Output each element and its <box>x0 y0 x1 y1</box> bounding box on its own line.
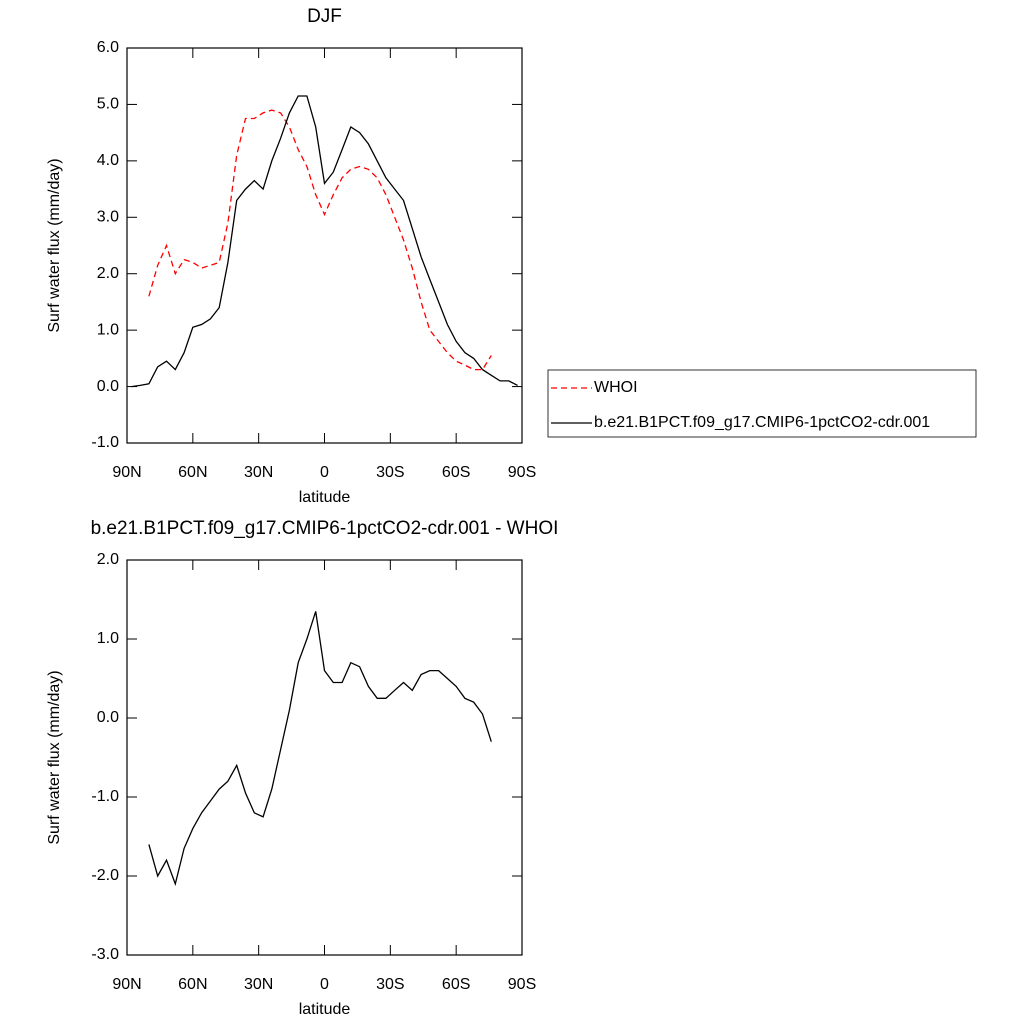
x-tick-label: 60S <box>442 464 470 481</box>
y-axis-label: Surf water flux (mm/day) <box>46 158 63 332</box>
data-line <box>131 95 518 388</box>
chart-title: DJF <box>307 6 342 27</box>
x-tick-label: 60N <box>178 464 207 481</box>
chart-title: b.e21.B1PCT.f09_g17.CMIP6-1pctCO2-cdr.00… <box>91 518 559 539</box>
x-tick-label: 60S <box>442 976 470 993</box>
y-tick-label: 1.0 <box>97 630 119 647</box>
y-tick-label: 0.0 <box>97 378 119 395</box>
y-tick-label: 2.0 <box>97 265 119 282</box>
x-tick-label: 30S <box>376 976 404 993</box>
legend-box <box>547 369 977 438</box>
x-tick-label: 0 <box>320 976 329 993</box>
legend-label: b.e21.B1PCT.f09_g17.CMIP6-1pctCO2-cdr.00… <box>594 414 930 431</box>
plot-frame <box>126 47 523 444</box>
y-tick-label: 2.0 <box>97 551 119 568</box>
x-axis-label: latitude <box>299 1001 351 1018</box>
x-tick-label: 90N <box>112 976 141 993</box>
y-tick-label: -1.0 <box>91 788 119 805</box>
y-tick-label: 0.0 <box>97 709 119 726</box>
y-tick-label: -3.0 <box>91 946 119 963</box>
y-tick-label: 3.0 <box>97 209 119 226</box>
y-axis-label: Surf water flux (mm/day) <box>46 670 63 844</box>
y-tick-label: 6.0 <box>97 39 119 56</box>
x-tick-label: 90N <box>112 464 141 481</box>
data-line <box>148 109 492 371</box>
x-tick-label: 30N <box>244 464 273 481</box>
x-tick-label: 0 <box>320 464 329 481</box>
x-tick-label: 30S <box>376 464 404 481</box>
plot-frame <box>126 559 523 956</box>
x-tick-label: 90S <box>508 464 536 481</box>
y-tick-label: 4.0 <box>97 152 119 169</box>
data-line <box>148 611 492 887</box>
legend-label: WHOI <box>594 379 638 396</box>
y-tick-label: -1.0 <box>91 434 119 451</box>
x-axis-label: latitude <box>299 489 351 506</box>
y-tick-label: 5.0 <box>97 96 119 113</box>
y-tick-label: -2.0 <box>91 867 119 884</box>
x-tick-label: 90S <box>508 976 536 993</box>
x-tick-label: 30N <box>244 976 273 993</box>
x-tick-label: 60N <box>178 976 207 993</box>
y-tick-label: 1.0 <box>97 321 119 338</box>
